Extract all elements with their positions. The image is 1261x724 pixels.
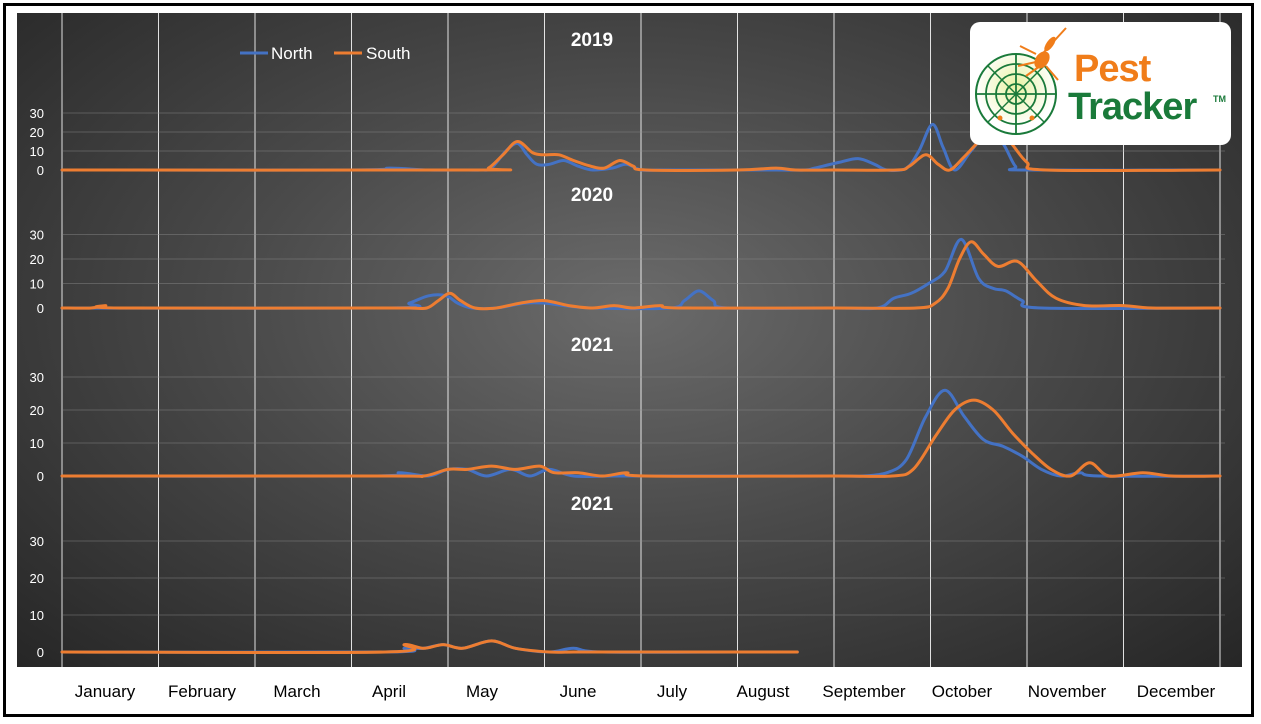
radar-mosquito-icon xyxy=(975,27,1067,135)
panel-title: 2021 xyxy=(571,335,614,356)
month-label: April xyxy=(371,682,406,701)
legend: North South xyxy=(240,44,410,63)
y-tick-label: 0 xyxy=(37,163,44,178)
month-label: May xyxy=(465,682,499,701)
panel-title: 2019 xyxy=(571,30,613,51)
month-label: January xyxy=(74,682,136,701)
y-tick-label: 20 xyxy=(30,403,44,418)
series-line-south xyxy=(60,639,799,655)
logo-text-tracker: Tracker xyxy=(1068,86,1197,128)
month-label: February xyxy=(167,682,237,701)
logo-trademark: TM xyxy=(1213,94,1226,104)
month-label: December xyxy=(1136,682,1216,701)
y-tick-label: 10 xyxy=(30,144,44,159)
y-tick-label: 10 xyxy=(30,608,44,623)
month-label: June xyxy=(559,682,597,701)
y-tick-label: 30 xyxy=(30,106,44,121)
pest-tracker-logo: Pest Tracker TM xyxy=(970,22,1231,145)
y-tick-label: 10 xyxy=(30,277,44,292)
legend-label: North xyxy=(271,44,313,63)
legend-label: South xyxy=(366,44,410,63)
panel-title: 2021 xyxy=(571,494,614,515)
y-tick-label: 30 xyxy=(30,370,44,385)
series-line-south xyxy=(60,398,1222,478)
y-tick-label: 0 xyxy=(37,469,44,484)
month-label: November xyxy=(1027,682,1107,701)
month-label: March xyxy=(273,682,321,701)
y-tick-label: 10 xyxy=(30,436,44,451)
month-label: October xyxy=(931,682,993,701)
panel-title: 2020 xyxy=(571,185,613,206)
y-tick-label: 0 xyxy=(37,645,44,660)
y-tick-label: 30 xyxy=(30,534,44,549)
month-label: September xyxy=(822,682,906,701)
month-label: August xyxy=(736,682,790,701)
y-tick-label: 20 xyxy=(30,125,44,140)
y-tick-label: 0 xyxy=(37,301,44,316)
y-tick-label: 20 xyxy=(30,571,44,586)
month-label: July xyxy=(656,682,688,701)
series-line-south xyxy=(60,240,1222,311)
logo-text-pest: Pest xyxy=(1074,48,1151,90)
y-tick-label: 30 xyxy=(30,228,44,243)
y-tick-label: 20 xyxy=(30,252,44,267)
